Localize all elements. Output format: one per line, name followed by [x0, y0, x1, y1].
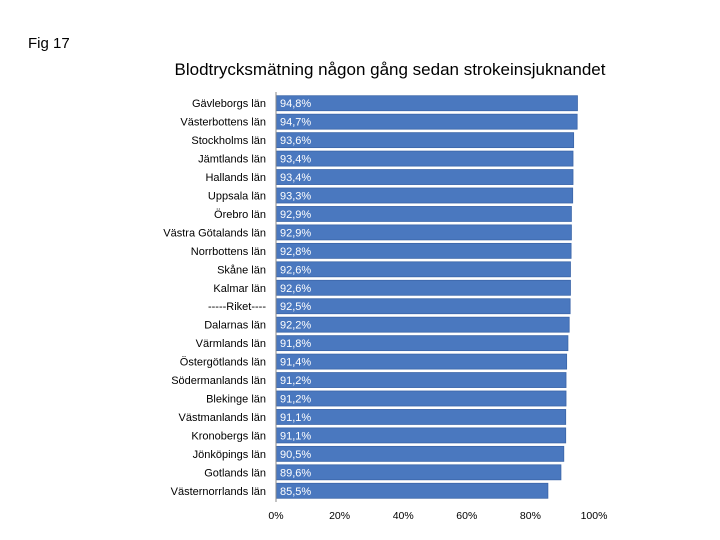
- category-label: Kronobergs län: [191, 430, 266, 442]
- data-label: 91,2%: [280, 394, 311, 406]
- bar: [275, 150, 574, 167]
- x-tick-label: 40%: [393, 510, 414, 522]
- data-label: 92,5%: [280, 301, 311, 313]
- category-label: Stockholms län: [191, 135, 266, 147]
- category-label: Jönköpings län: [193, 449, 266, 461]
- bar: [275, 113, 578, 130]
- category-label: Gotlands län: [204, 467, 266, 479]
- data-label: 92,8%: [280, 246, 311, 258]
- category-label: Västernorrlands län: [171, 486, 266, 498]
- x-tick-label: 20%: [329, 510, 350, 522]
- bar: [275, 224, 572, 241]
- bar: [275, 132, 575, 149]
- x-tick-label: 100%: [581, 510, 608, 522]
- bar: [275, 390, 567, 407]
- category-label: Västerbottens län: [180, 117, 266, 129]
- data-label: 90,5%: [280, 449, 311, 461]
- data-label: 91,2%: [280, 375, 311, 387]
- category-label: Blekinge län: [206, 394, 266, 406]
- bar: [275, 298, 571, 315]
- bar: [275, 316, 570, 333]
- data-label: 85,5%: [280, 486, 311, 498]
- category-label: Västmanlands län: [179, 412, 266, 424]
- category-label: Gävleborgs län: [192, 98, 266, 110]
- bar: [275, 261, 571, 278]
- data-label: 93,4%: [280, 154, 311, 166]
- bar: [275, 353, 568, 370]
- bar: [275, 187, 574, 204]
- category-label: -----Riket----: [208, 301, 266, 313]
- category-label: Kalmar län: [213, 283, 266, 295]
- data-label: 92,6%: [280, 264, 311, 276]
- bar: [275, 464, 562, 481]
- data-label: 93,3%: [280, 191, 311, 203]
- bar: [275, 372, 567, 388]
- bar: [275, 409, 567, 425]
- data-label: 93,6%: [280, 135, 311, 147]
- data-label: 91,4%: [280, 357, 311, 369]
- bar: [275, 427, 567, 444]
- category-label: Norrbottens län: [191, 246, 266, 258]
- data-label: 92,2%: [280, 320, 311, 332]
- category-label: Jämtlands län: [198, 154, 266, 166]
- chart-title: Blodtrycksmätning någon gång sedan strok…: [174, 60, 606, 79]
- data-label: 92,9%: [280, 227, 311, 239]
- bar: [275, 335, 569, 352]
- category-label: Dalarnas län: [204, 320, 266, 332]
- category-label: Hallands län: [205, 172, 266, 184]
- bar: [275, 95, 578, 112]
- data-label: 89,6%: [280, 467, 311, 479]
- data-label: 93,4%: [280, 172, 311, 184]
- x-tick-label: 80%: [520, 510, 541, 522]
- bar: [275, 482, 549, 499]
- data-label: 91,1%: [280, 412, 311, 424]
- data-label: 92,6%: [280, 283, 311, 295]
- bar: [275, 206, 572, 222]
- category-label: Värmlands län: [196, 338, 266, 350]
- category-label: Uppsala län: [208, 191, 266, 203]
- x-tick-label: 0%: [268, 510, 283, 522]
- bar: [275, 279, 571, 296]
- data-label: 92,9%: [280, 209, 311, 221]
- category-label: Örebro län: [214, 209, 266, 221]
- category-label: Skåne län: [217, 264, 266, 276]
- category-label: Södermanlands län: [171, 375, 266, 387]
- figure-label: Fig 17: [28, 35, 70, 52]
- bar: [275, 169, 574, 185]
- bar: [275, 242, 572, 259]
- category-label: Västra Götalands län: [163, 227, 266, 239]
- data-label: 94,7%: [280, 117, 311, 129]
- category-label: Östergötlands län: [180, 357, 266, 369]
- data-label: 94,8%: [280, 98, 311, 110]
- data-label: 91,8%: [280, 338, 311, 350]
- x-tick-label: 60%: [456, 510, 477, 522]
- bar: [275, 445, 565, 462]
- data-label: 91,1%: [280, 430, 311, 442]
